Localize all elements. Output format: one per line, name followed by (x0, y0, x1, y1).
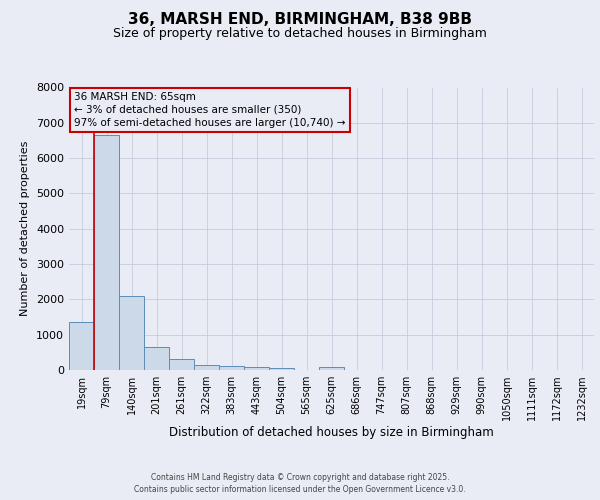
Bar (94, 135, 119, 370)
Bar (69, 322, 94, 370)
Bar (144, 347, 169, 370)
Text: Contains public sector information licensed under the Open Government Licence v3: Contains public sector information licen… (134, 485, 466, 494)
Bar (219, 366, 244, 370)
Bar (319, 368, 344, 370)
Y-axis label: Number of detached properties: Number of detached properties (20, 141, 31, 316)
Bar (194, 365, 219, 370)
Text: 36 MARSH END: 65sqm
← 3% of detached houses are smaller (350)
97% of semi-detach: 36 MARSH END: 65sqm ← 3% of detached hou… (74, 92, 346, 128)
Bar (269, 368, 294, 370)
Text: Contains HM Land Registry data © Crown copyright and database right 2025.: Contains HM Land Registry data © Crown c… (151, 472, 449, 482)
Bar (169, 359, 194, 370)
X-axis label: Distribution of detached houses by size in Birmingham: Distribution of detached houses by size … (169, 426, 494, 439)
Text: 36, MARSH END, BIRMINGHAM, B38 9BB: 36, MARSH END, BIRMINGHAM, B38 9BB (128, 12, 472, 28)
Bar (244, 367, 269, 370)
Bar (119, 296, 144, 370)
Text: Size of property relative to detached houses in Birmingham: Size of property relative to detached ho… (113, 28, 487, 40)
